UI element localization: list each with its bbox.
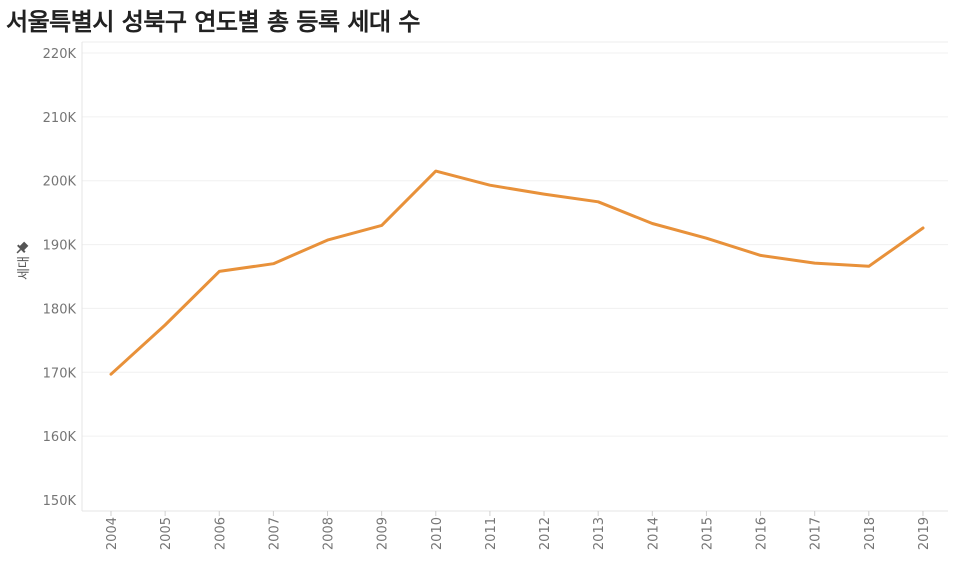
x-tick-label: 2016: [755, 517, 770, 550]
data-point[interactable]: [539, 189, 549, 199]
y-tick-label: 220K: [43, 47, 77, 62]
y-tick-label: 190K: [43, 239, 77, 254]
y-tick-label: 180K: [43, 302, 77, 317]
data-point[interactable]: [864, 261, 874, 271]
y-axis-ticks: 150K 160K 170K 180K 190K 200K 210K 220K: [43, 47, 77, 509]
x-tick-label: 2017: [809, 517, 824, 550]
x-tick-label: 2006: [213, 517, 228, 550]
y-tick-label: 210K: [43, 111, 77, 126]
data-point[interactable]: [485, 180, 495, 190]
series-line[interactable]: [109, 169, 925, 376]
gridlines: [82, 52, 948, 437]
data-point[interactable]: [214, 266, 224, 276]
y-axis-label: 세대: [17, 256, 32, 280]
x-tick-label: 2007: [267, 517, 282, 550]
y-tick-label: 170K: [43, 366, 77, 381]
x-tick-label: 2015: [700, 517, 715, 550]
data-point[interactable]: [323, 235, 333, 245]
x-tick-label: 2011: [484, 517, 499, 550]
series-group: [106, 166, 928, 379]
y-tick-label: 150K: [43, 494, 77, 509]
x-tick-label: 2004: [105, 517, 120, 550]
chart-title: 서울특별시 성북구 연도별 총 등록 세대 수: [6, 8, 421, 36]
x-tick-label: 2018: [863, 517, 878, 550]
data-point[interactable]: [268, 259, 278, 269]
x-tick-label: 2010: [430, 517, 445, 550]
x-tick-label: 2005: [159, 517, 174, 550]
x-tick-label: 2008: [322, 517, 337, 550]
x-tick-label: 2014: [646, 517, 661, 550]
data-point[interactable]: [647, 218, 657, 228]
data-point[interactable]: [756, 250, 766, 260]
y-axis-label-group: 세대: [14, 240, 32, 280]
x-tick-label: 2013: [592, 517, 607, 550]
axes: [81, 41, 948, 512]
x-axis-ticks: 2004 2005 2006 2007 2008 2009 2010 2011 2012 2013…: [105, 511, 932, 550]
data-point[interactable]: [160, 320, 170, 330]
y-tick-label: 160K: [43, 430, 77, 445]
data-point[interactable]: [431, 166, 441, 176]
pin-icon[interactable]: [14, 240, 30, 256]
data-point[interactable]: [593, 197, 603, 207]
x-tick-label: 2012: [538, 517, 553, 550]
data-point[interactable]: [918, 223, 928, 233]
x-tick-label: 2009: [376, 517, 391, 550]
y-tick-label: 200K: [43, 175, 77, 190]
x-tick-label: 2019: [917, 517, 932, 550]
data-point[interactable]: [377, 220, 387, 230]
data-point[interactable]: [106, 369, 116, 379]
data-point[interactable]: [701, 233, 711, 243]
data-point[interactable]: [810, 258, 820, 268]
